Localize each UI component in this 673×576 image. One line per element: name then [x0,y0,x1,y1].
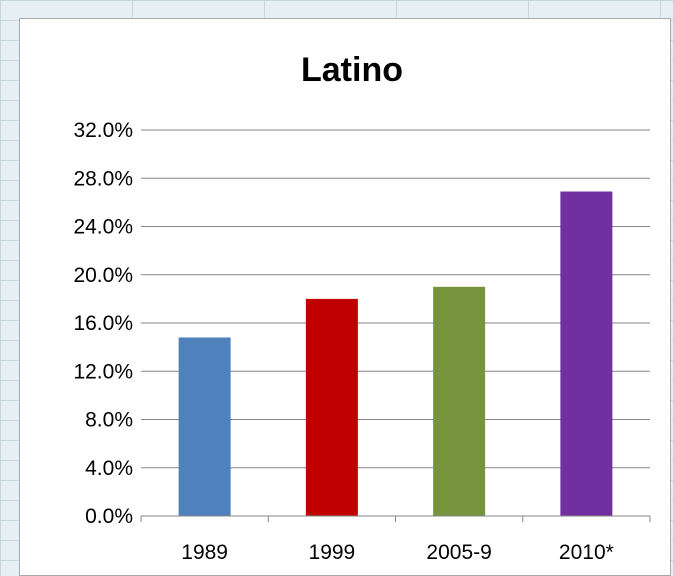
y-tick-label: 20.0% [73,264,133,287]
bar-2010* [560,191,613,517]
x-tick-label: 2005-9 [426,541,491,564]
y-tick-label: 4.0% [85,457,133,480]
chart-title: Latino [301,51,403,89]
y-axis-tick-labels: 0.0% 4.0% 8.0% 12.0% 16.0% 20.0% 24.0% 28.0% 32.… [73,119,133,528]
x-tick-label: 1989 [181,541,228,564]
y-tick-label: 12.0% [73,360,133,383]
x-tick-label: 2010* [559,541,614,564]
y-tick-label: 32.0% [73,119,133,142]
chart-area[interactable]: Latino 0.0% 4.0% 8.0% 12.0% 16.0% 20.0% 24.0% 2… [19,18,671,576]
bar-chart: Latino 0.0% 4.0% 8.0% 12.0% 16.0% 20.0% 24.0% 2… [73,51,651,564]
y-tick-label: 24.0% [73,216,133,239]
y-tick-label: 28.0% [73,167,133,190]
y-tick-label: 0.0% [85,505,133,528]
y-tick-label: 16.0% [73,312,133,335]
x-tick-label: 1999 [309,541,356,564]
bar-1999 [305,298,358,516]
bar-2005-9 [433,286,486,516]
bar-1989 [178,337,231,516]
x-axis [140,515,651,522]
bars [178,191,613,517]
x-axis-tick-labels: 1989 1999 2005-9 2010* [181,541,614,564]
y-tick-label: 8.0% [85,409,133,432]
